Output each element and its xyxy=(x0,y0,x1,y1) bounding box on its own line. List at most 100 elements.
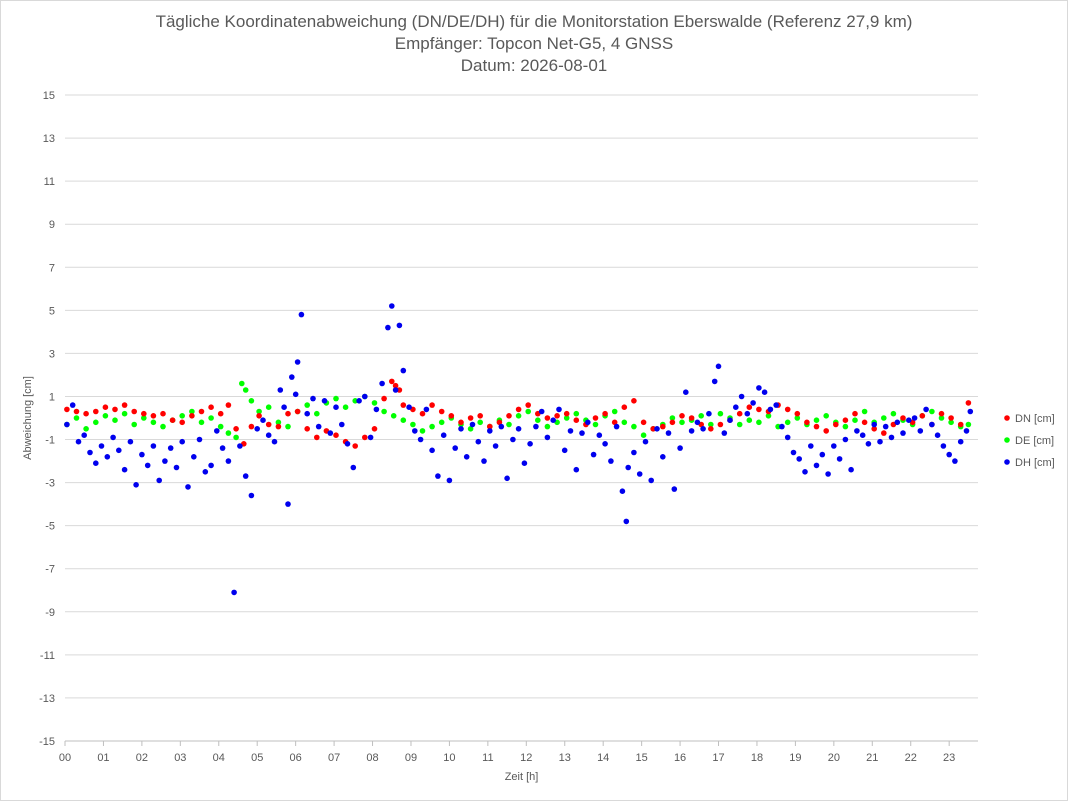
data-point xyxy=(642,438,649,445)
data-point xyxy=(208,462,214,469)
data-point xyxy=(83,426,89,432)
data-point xyxy=(83,410,89,417)
data-point xyxy=(525,402,531,408)
data-point xyxy=(717,410,724,417)
data-point xyxy=(121,402,128,408)
y-tick-label: -5 xyxy=(45,521,55,533)
data-point xyxy=(362,434,368,441)
data-point xyxy=(765,413,772,419)
x-tick-label: 18 xyxy=(751,752,763,764)
data-point xyxy=(475,438,482,445)
y-tick-label: -7 xyxy=(45,564,55,576)
data-point xyxy=(112,406,118,413)
data-point xyxy=(573,410,580,417)
data-point xyxy=(219,445,226,451)
y-tick-label: -11 xyxy=(40,650,55,662)
data-point xyxy=(504,475,510,482)
data-point xyxy=(527,441,533,447)
data-point xyxy=(448,413,455,419)
data-point xyxy=(836,456,843,462)
data-point xyxy=(825,471,831,477)
data-point xyxy=(275,423,282,430)
data-point xyxy=(121,466,128,473)
data-point xyxy=(665,430,672,436)
data-point xyxy=(573,417,580,424)
data-point xyxy=(225,458,232,464)
x-tick-label: 15 xyxy=(636,752,648,764)
y-tick-label: 13 xyxy=(43,133,55,145)
data-point xyxy=(706,410,712,417)
data-point xyxy=(362,393,368,400)
data-point xyxy=(191,454,197,460)
data-point xyxy=(859,432,866,439)
data-point xyxy=(823,428,829,434)
data-point xyxy=(535,417,541,424)
data-point xyxy=(385,324,391,331)
data-point xyxy=(842,417,849,424)
x-tick-label: 02 xyxy=(136,752,148,764)
data-point xyxy=(590,451,597,458)
data-point xyxy=(592,421,599,428)
data-point xyxy=(938,410,945,417)
data-point xyxy=(708,421,714,428)
data-point xyxy=(640,432,647,439)
data-point xyxy=(440,432,447,439)
data-point xyxy=(373,406,380,413)
data-point xyxy=(487,423,493,430)
y-tick-label: 1 xyxy=(49,391,55,403)
data-point xyxy=(160,410,166,417)
data-point xyxy=(813,417,820,424)
data-point xyxy=(121,410,128,417)
data-point xyxy=(214,428,220,434)
data-point xyxy=(285,410,291,417)
data-point xyxy=(906,417,912,424)
data-point xyxy=(648,477,654,484)
data-point xyxy=(233,434,239,441)
data-point xyxy=(506,413,512,419)
data-point xyxy=(69,402,76,408)
data-point xyxy=(877,438,883,445)
chart-subtitle-date: Datum: 2026-08-01 xyxy=(460,56,608,75)
data-point xyxy=(940,443,947,449)
data-point xyxy=(492,443,499,449)
data-point xyxy=(133,482,139,488)
data-point xyxy=(688,415,695,421)
data-point xyxy=(285,423,291,430)
data-point xyxy=(371,426,378,432)
data-point xyxy=(631,423,637,430)
data-point xyxy=(458,426,464,432)
data-point xyxy=(294,408,301,415)
x-tick-label: 19 xyxy=(789,752,801,764)
data-point xyxy=(487,428,493,434)
data-point xyxy=(396,322,403,329)
y-tick-label: 15 xyxy=(43,90,55,102)
data-point xyxy=(831,443,837,449)
data-point xyxy=(727,417,733,424)
data-point xyxy=(321,398,328,404)
data-point xyxy=(150,413,157,419)
data-point xyxy=(381,408,387,415)
data-point xyxy=(169,417,176,424)
data-point xyxy=(64,421,70,428)
chart-title: Tägliche Koordinatenabweichung (DN/DE/DH… xyxy=(155,12,913,31)
data-point xyxy=(104,454,111,460)
data-point xyxy=(746,404,753,411)
data-point xyxy=(613,423,620,430)
data-point xyxy=(917,428,924,434)
data-point xyxy=(550,417,556,424)
data-point xyxy=(304,426,311,432)
data-point xyxy=(314,434,320,441)
data-point xyxy=(923,406,929,413)
y-tick-label: 9 xyxy=(49,219,55,231)
x-tick-label: 12 xyxy=(520,752,532,764)
data-point xyxy=(848,466,854,473)
data-point xyxy=(285,501,291,507)
data-point xyxy=(784,434,791,441)
data-point xyxy=(790,449,797,456)
data-point xyxy=(882,423,889,430)
data-point xyxy=(567,428,574,434)
x-tick-label: 11 xyxy=(482,752,493,764)
data-point xyxy=(367,434,374,441)
data-point xyxy=(733,404,739,411)
data-point xyxy=(625,464,631,471)
